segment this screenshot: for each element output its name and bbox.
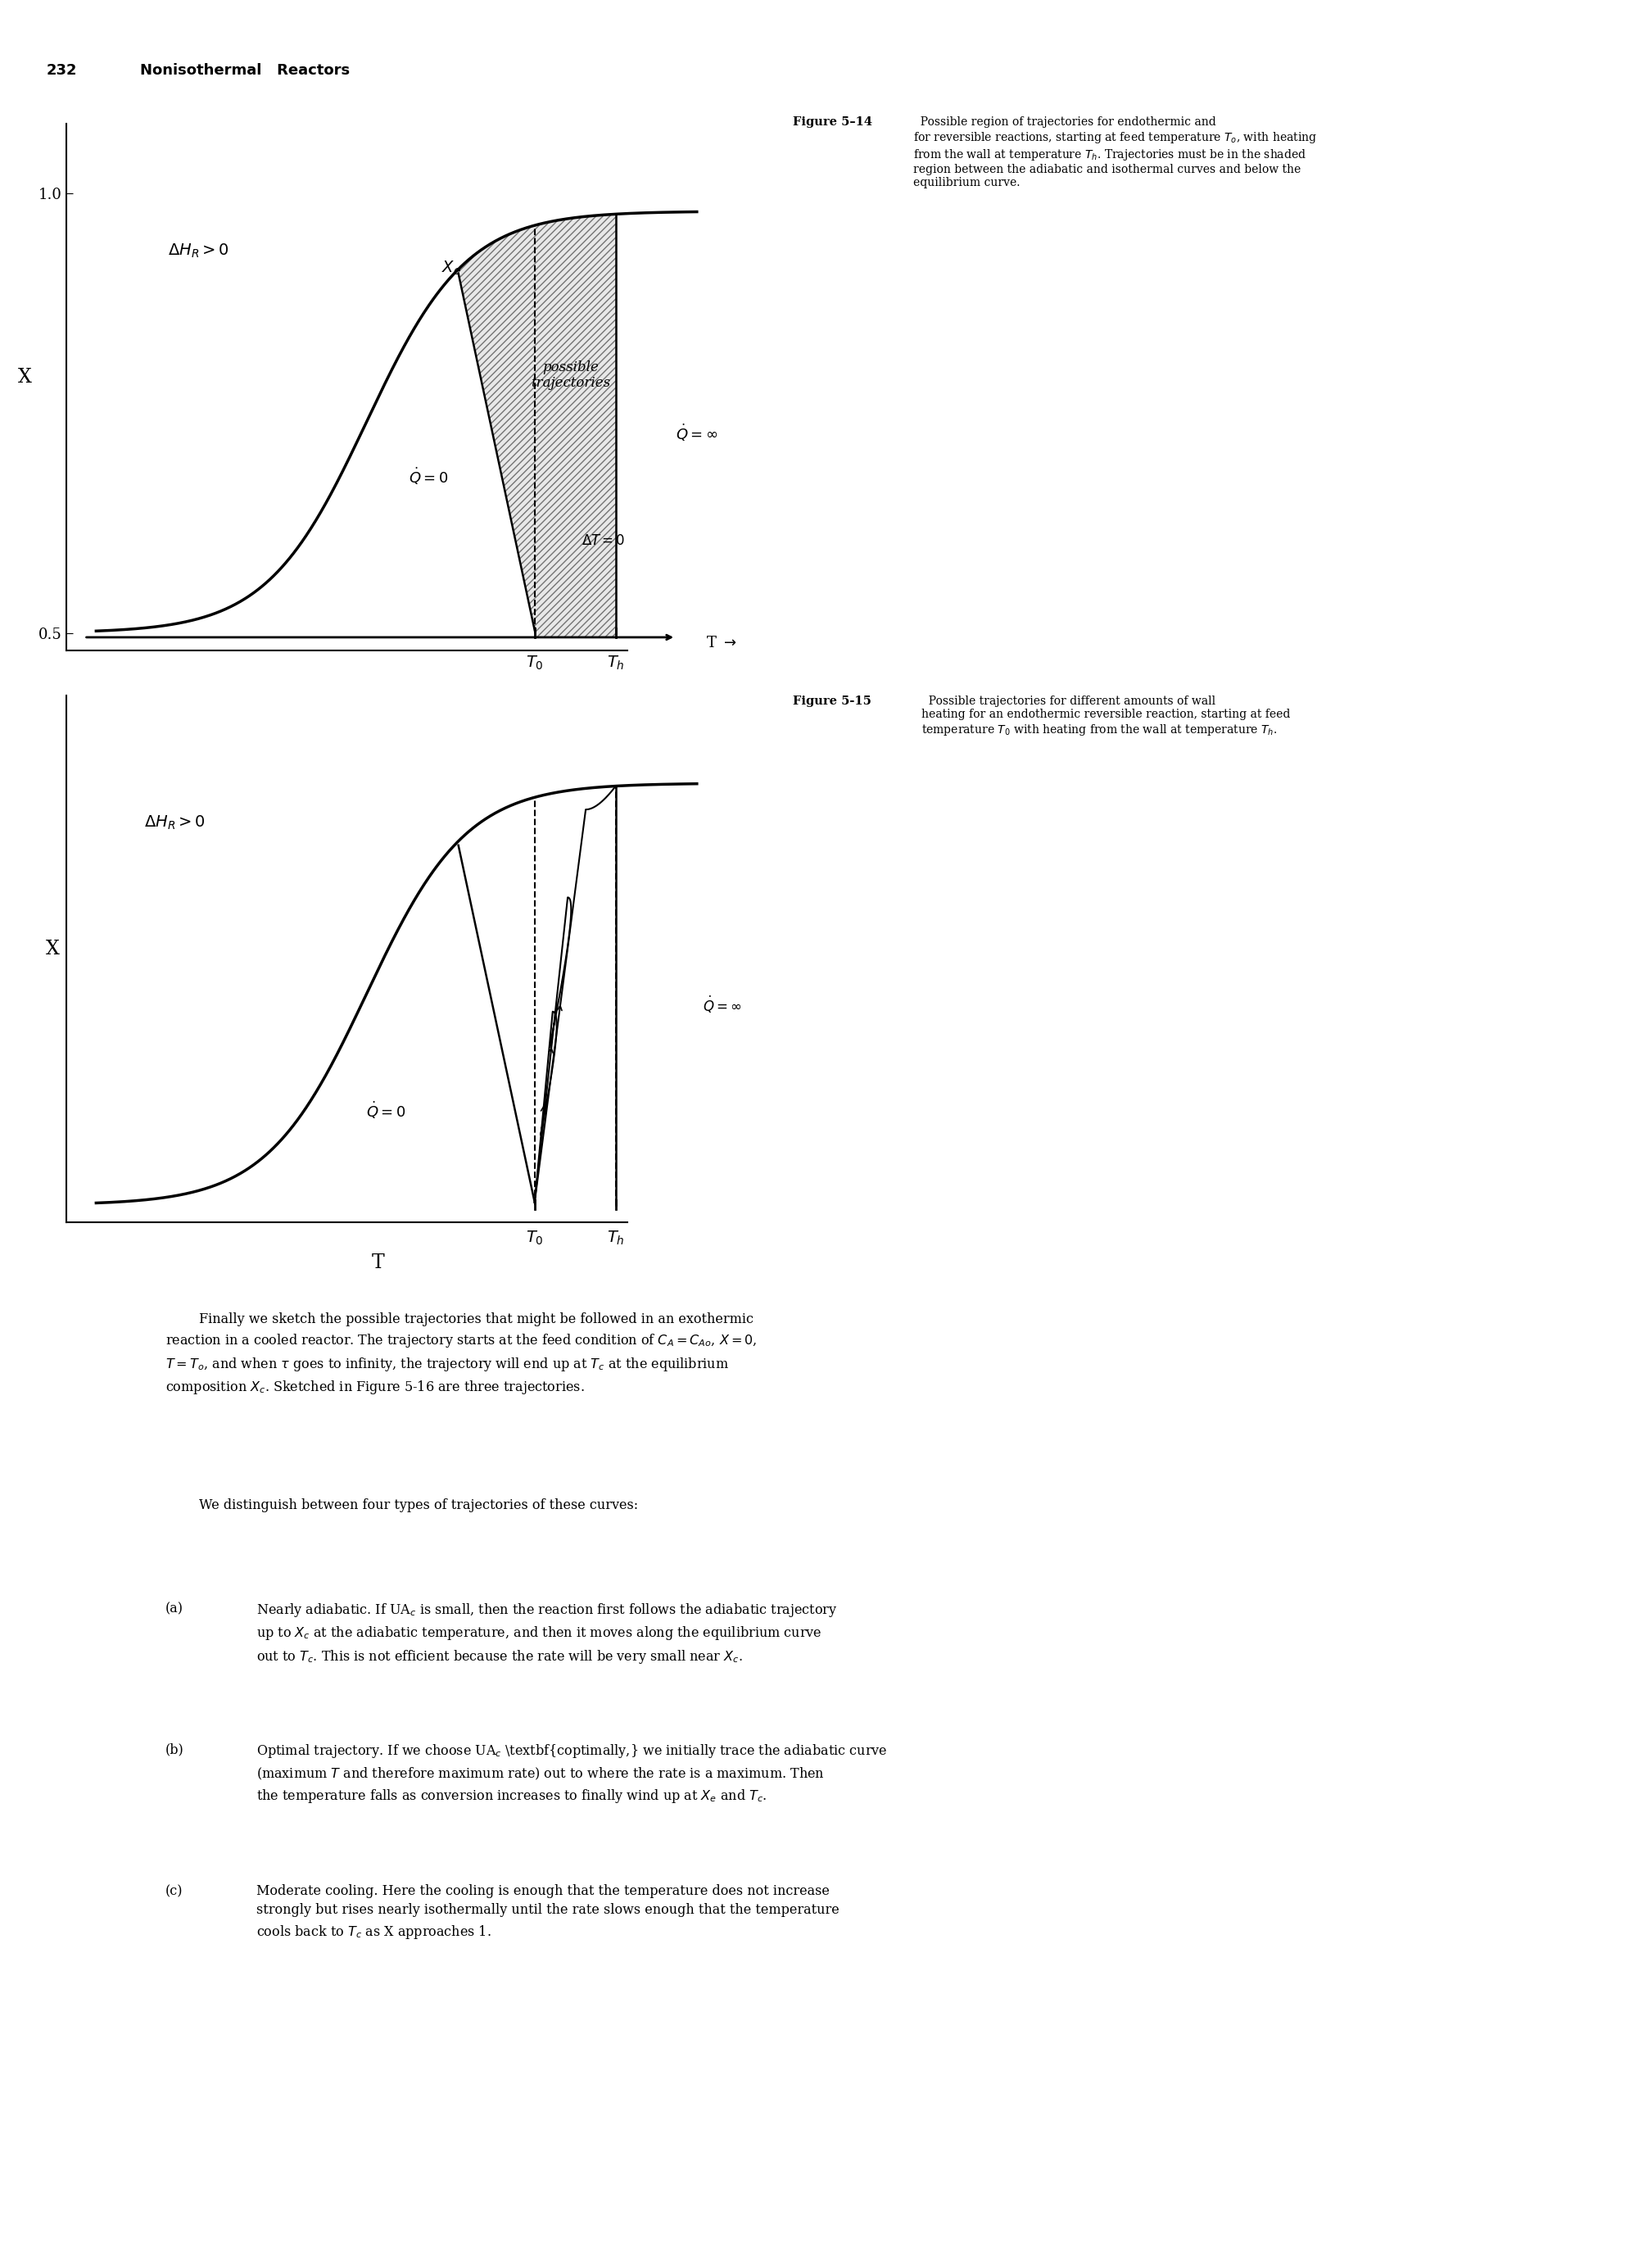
Y-axis label: X: X: [18, 368, 31, 388]
Text: (a): (a): [165, 1602, 183, 1615]
Text: $\dot{Q}=\infty$: $\dot{Q}=\infty$: [676, 422, 719, 442]
Text: Moderate cooling. Here the cooling is enough that the temperature does not incre: Moderate cooling. Here the cooling is en…: [256, 1884, 839, 1940]
Text: $\Delta T=0$: $\Delta T=0$: [582, 534, 626, 547]
Text: Possible region of trajectories for endothermic and
for reversible reactions, st: Possible region of trajectories for endo…: [914, 117, 1317, 188]
Text: $\Delta H_R > 0$: $\Delta H_R > 0$: [144, 814, 205, 832]
Text: $T_h$: $T_h$: [606, 655, 624, 671]
Text: $T_0$: $T_0$: [525, 655, 544, 671]
Text: $\dot{Q}=0$: $\dot{Q}=0$: [367, 1099, 406, 1119]
Text: Possible trajectories for different amounts of wall
heating for an endothermic r: Possible trajectories for different amou…: [922, 695, 1290, 738]
Text: $X_e$: $X_e$: [441, 260, 461, 278]
Text: 232: 232: [46, 63, 78, 79]
Text: Figure 5-15: Figure 5-15: [793, 695, 872, 707]
Text: T $\rightarrow$: T $\rightarrow$: [705, 637, 737, 650]
Text: $\dot{Q}=\infty$: $\dot{Q}=\infty$: [702, 994, 742, 1014]
Text: $T_h$: $T_h$: [606, 1229, 624, 1247]
Text: $\Delta H_R > 0$: $\Delta H_R > 0$: [169, 242, 230, 260]
Y-axis label: X: X: [46, 940, 59, 960]
Text: possible
trajectories: possible trajectories: [530, 361, 611, 390]
Text: Nonisothermal   Reactors: Nonisothermal Reactors: [140, 63, 350, 79]
Text: Nearly adiabatic. If UA$_c$ is small, then the reaction first follows the adiaba: Nearly adiabatic. If UA$_c$ is small, th…: [256, 1602, 838, 1664]
Text: (c): (c): [165, 1884, 183, 1898]
Text: Finally we sketch the possible trajectories that might be followed in an exother: Finally we sketch the possible trajector…: [165, 1312, 757, 1395]
Text: Figure 5–14: Figure 5–14: [793, 117, 872, 128]
Polygon shape: [458, 213, 616, 637]
Text: $\dot{Q}=0$: $\dot{Q}=0$: [408, 467, 448, 487]
Text: We distinguish between four types of trajectories of these curves:: We distinguish between four types of tra…: [165, 1498, 638, 1512]
Text: (b): (b): [165, 1743, 183, 1756]
Text: Optimal trajectory. If we choose UA$_c$ \textbf{coptimally,} we initially trace : Optimal trajectory. If we choose UA$_c$ …: [256, 1743, 887, 1806]
Text: $T_0$: $T_0$: [525, 1229, 544, 1247]
Text: T: T: [372, 1254, 385, 1272]
